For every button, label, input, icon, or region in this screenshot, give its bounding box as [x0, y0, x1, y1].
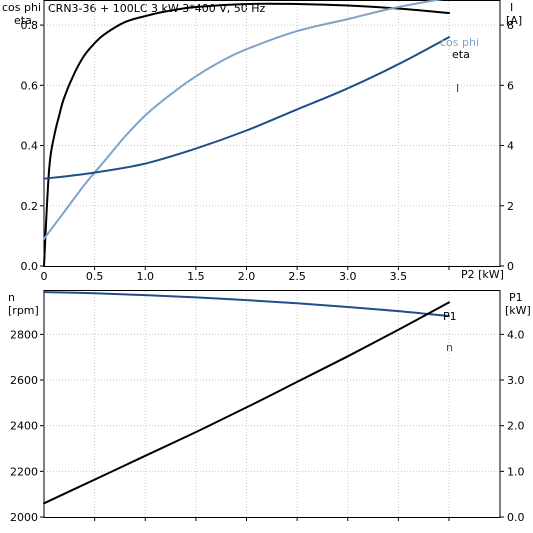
bottom-plot: n [rpm] P1 [kW] 2000 2200 2400 2600 2800 0.0 1… [8, 290, 531, 524]
series-line-eta [43, 2, 450, 267]
top-grid [40, 1, 504, 270]
top-plot-frame [43, 0, 501, 267]
x-tick-label: 3.5 [390, 270, 408, 283]
y-right-tick-label: 2 [507, 200, 514, 213]
series-line-i [43, 36, 450, 180]
top-right-axis-label-1: I [510, 1, 513, 14]
series-line-n [43, 291, 450, 318]
top-left-axis-label-2: eta [14, 14, 32, 27]
bottom-grid [40, 291, 504, 521]
x-tick-label: 1.5 [187, 270, 205, 283]
x-tick-label: 3.0 [339, 270, 357, 283]
series-label-n: n [446, 341, 453, 354]
y-left-tick-label: 2600 [10, 374, 38, 387]
x-tick-label: 0 [41, 270, 48, 283]
bottom-plot-frame [43, 290, 501, 518]
bottom-series [43, 291, 450, 505]
y-left-tick-label: 0.4 [21, 140, 39, 153]
y-left-tick-label: 2800 [10, 328, 38, 341]
y-left-tick-label: 0.6 [21, 79, 39, 92]
series-label-p1: P1 [443, 310, 457, 323]
x-tick-label: 1.0 [137, 270, 155, 283]
y-left-tick-label: 0.2 [21, 200, 39, 213]
y-right-tick-label: 4 [507, 140, 514, 153]
series-line-cos-phi [43, 0, 444, 240]
bottom-right-axis-label-1: P1 [509, 291, 523, 304]
y-left-tick-label: 2200 [10, 465, 38, 478]
bottom-left-axis-label-1: n [8, 291, 15, 304]
title-box [45, 1, 263, 14]
y-right-tick-label: 8 [507, 19, 514, 32]
y-right-tick-label: 6 [507, 79, 514, 92]
y-right-tick-label: 3.0 [507, 374, 525, 387]
top-right-axis-label-2: [A] [506, 14, 522, 27]
y-left-tick-label: 0.8 [21, 19, 39, 32]
top-left-axis-label-1: cos phi [2, 1, 41, 14]
x-tick-label: 2.0 [238, 270, 256, 283]
x-tick-label: 0.5 [86, 270, 104, 283]
y-left-tick-label: 0.0 [21, 260, 39, 273]
series-label-eta: eta [452, 48, 470, 61]
y-right-tick-label: 4.0 [507, 328, 525, 341]
y-right-tick-label: 2.0 [507, 420, 525, 433]
top-series [43, 0, 450, 267]
top-plot: CRN3-36 + 100LC 3 kW 3*400 V, 50 Hz cos … [2, 0, 522, 283]
y-right-tick-label: 0 [507, 260, 514, 273]
series-label-cos-phi: cos phi [440, 36, 479, 49]
y-right-tick-label: 1.0 [507, 465, 525, 478]
y-left-tick-label: 2400 [10, 420, 38, 433]
bottom-left-axis-label-2: [rpm] [8, 304, 39, 317]
x-tick-label: 2.5 [288, 270, 306, 283]
y-left-tick-label: 2000 [10, 511, 38, 524]
bottom-tick-labels: 2000 2200 2400 2600 2800 0.0 1.0 2.0 3.0 4.0 [10, 328, 525, 524]
x-axis-label: P2 [kW] [461, 268, 504, 281]
top-tick-labels: 0.0 0.2 0.4 0.6 0.8 0 2 4 6 8 0 0.5 1.0 1.5 2.0 2.5 3.0 3… [21, 19, 515, 283]
series-line-p1 [43, 301, 450, 505]
series-label-i: I [456, 82, 459, 95]
y-right-tick-label: 0.0 [507, 511, 525, 524]
bottom-right-axis-label-2: [kW] [505, 304, 531, 317]
